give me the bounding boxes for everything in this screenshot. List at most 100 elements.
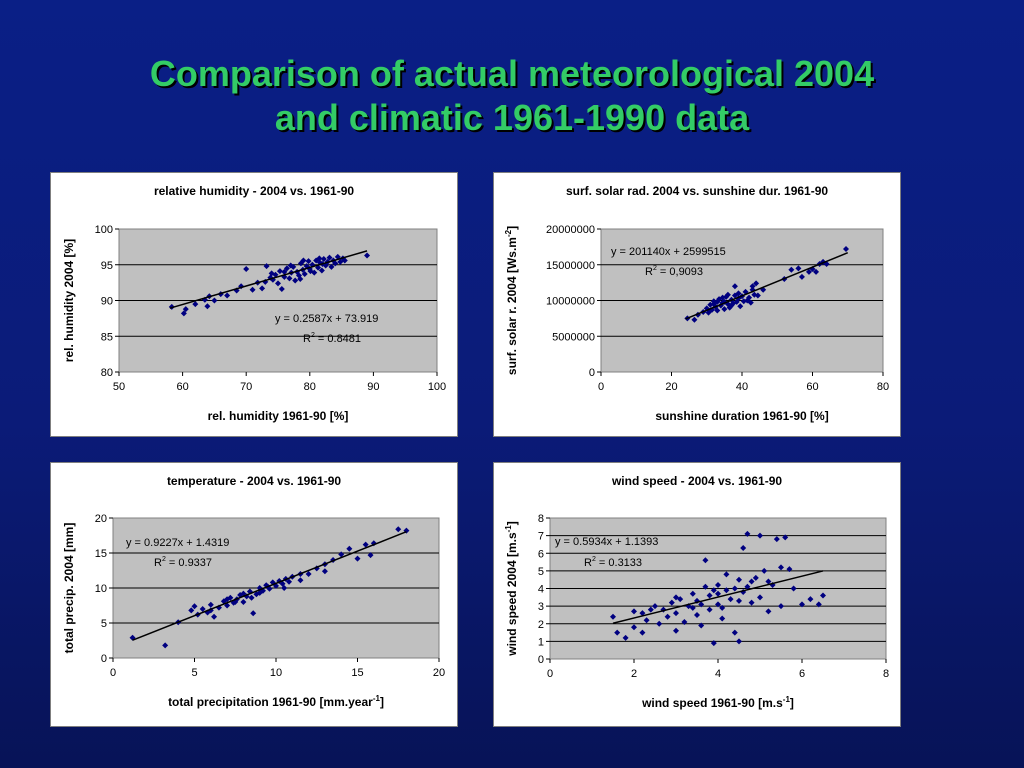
r-squared-symbol: R bbox=[303, 333, 311, 345]
data-point bbox=[689, 590, 696, 597]
data-point bbox=[790, 585, 797, 592]
y-tick-label: 5000000 bbox=[552, 331, 595, 343]
y-axis-label: total precip. 2004 [mm] bbox=[62, 523, 76, 654]
y-tick-label: 5 bbox=[538, 566, 544, 578]
data-point bbox=[278, 286, 285, 293]
y-axis-label: rel. humidity 2004 [%] bbox=[62, 239, 76, 362]
data-point bbox=[346, 545, 353, 552]
y-axis-label-sup: -1 bbox=[504, 525, 513, 533]
data-point bbox=[249, 286, 256, 293]
y-tick-label: 0 bbox=[538, 654, 544, 666]
chart-panel-temperature: temperature - 2004 vs. 1961-90 0 5 10 15 20 0 5… bbox=[50, 462, 458, 727]
data-point bbox=[326, 254, 333, 261]
slide-title-line-2: and climatic 1961-1990 data bbox=[274, 97, 750, 138]
data-point bbox=[736, 638, 742, 645]
data-point bbox=[757, 532, 763, 539]
r-squared-exponent: 2 bbox=[162, 556, 166, 563]
slide-title: Comparison of actual meteorological 2004… bbox=[0, 52, 1024, 140]
data-point bbox=[740, 298, 747, 305]
data-point bbox=[707, 301, 714, 308]
y-tick-label: 100 bbox=[95, 224, 113, 236]
r-squared-label: R2 = 0.9337 bbox=[154, 556, 212, 569]
x-tick-label: 8 bbox=[883, 668, 889, 680]
data-point bbox=[673, 627, 679, 634]
data-point bbox=[301, 271, 308, 278]
x-tick-label: 4 bbox=[715, 668, 721, 680]
data-point bbox=[281, 273, 288, 280]
data-point bbox=[714, 307, 721, 314]
x-tick-label: 60 bbox=[806, 381, 818, 393]
data-point bbox=[748, 578, 755, 585]
data-point bbox=[694, 597, 700, 604]
data-point bbox=[283, 265, 290, 272]
data-point bbox=[631, 608, 637, 615]
y-tick-label: 2 bbox=[538, 619, 544, 631]
data-point bbox=[191, 603, 198, 610]
x-tick-label: 100 bbox=[428, 381, 446, 393]
data-point bbox=[742, 288, 749, 295]
y-tick-label: 4 bbox=[538, 584, 544, 596]
y-axis-label-sup: -2 bbox=[504, 229, 513, 237]
trend-line bbox=[169, 250, 368, 309]
x-axis-label-sup: -1 bbox=[783, 695, 791, 704]
data-point bbox=[276, 268, 283, 275]
data-point bbox=[182, 306, 189, 313]
data-point bbox=[715, 581, 721, 588]
data-point bbox=[652, 603, 658, 610]
data-point bbox=[733, 298, 740, 305]
y-tick-label: 15 bbox=[95, 548, 107, 560]
data-point bbox=[256, 589, 263, 596]
y-tick-label: 3 bbox=[538, 601, 544, 613]
data-point bbox=[316, 259, 323, 266]
data-point bbox=[295, 272, 302, 279]
data-point bbox=[338, 551, 345, 558]
data-point bbox=[188, 607, 195, 614]
data-point bbox=[256, 585, 263, 591]
data-point bbox=[702, 557, 709, 564]
x-axis-label-main: total precipitation 1961-90 [mm.year bbox=[168, 695, 373, 709]
y-tick-label: 8 bbox=[538, 513, 544, 525]
y-tick-label: 10000000 bbox=[546, 296, 595, 308]
trendline-equation: y = 0.2587x + 73.919 bbox=[275, 313, 378, 325]
data-point bbox=[281, 268, 288, 275]
x-tick-label: 5 bbox=[191, 667, 197, 679]
x-tick-label: 40 bbox=[736, 381, 748, 393]
data-point bbox=[736, 576, 742, 583]
x-tick-label: 70 bbox=[240, 381, 252, 393]
x-axis-label-sup: -1 bbox=[373, 694, 381, 703]
data-point bbox=[341, 257, 348, 264]
data-point bbox=[639, 629, 646, 636]
x-axis-label: rel. humidity 1961-90 [%] bbox=[208, 409, 349, 423]
data-point bbox=[297, 276, 304, 283]
data-point bbox=[253, 591, 260, 598]
data-point bbox=[705, 309, 712, 316]
trendline-equation: y = 0.9227x + 1.4319 bbox=[126, 537, 229, 549]
data-point bbox=[395, 526, 402, 533]
data-point bbox=[736, 597, 742, 604]
data-point bbox=[724, 291, 731, 298]
data-point bbox=[211, 297, 218, 304]
y-tick-label: 1 bbox=[538, 636, 544, 648]
data-point bbox=[162, 642, 169, 649]
chart-title: temperature - 2004 vs. 1961-90 bbox=[167, 474, 341, 488]
chart-title: wind speed - 2004 vs. 1961-90 bbox=[611, 474, 782, 488]
data-point bbox=[243, 266, 250, 273]
data-point bbox=[798, 273, 805, 280]
chart-panel-humidity: relative humidity - 2004 vs. 1961-90 80 85… bbox=[50, 172, 458, 437]
data-point bbox=[332, 260, 339, 267]
data-point bbox=[773, 536, 780, 543]
y-tick-label: 7 bbox=[538, 531, 544, 543]
data-point bbox=[689, 604, 696, 611]
data-point bbox=[815, 601, 822, 608]
data-point bbox=[728, 302, 735, 309]
data-point bbox=[795, 265, 802, 272]
data-point bbox=[757, 594, 763, 601]
data-point bbox=[721, 306, 728, 313]
chart-panel-solar: surf. solar rad. 2004 vs. sunshine dur. … bbox=[493, 172, 901, 437]
data-point bbox=[747, 299, 754, 306]
r-squared-label: R2 = 0.8481 bbox=[303, 332, 361, 345]
data-point bbox=[315, 264, 322, 271]
chart-wind: wind speed - 2004 vs. 1961-90 0 1 2 3 4 5 6 7 8 0 2… bbox=[504, 474, 889, 710]
r-squared-symbol: R bbox=[645, 266, 653, 278]
data-point bbox=[656, 620, 663, 627]
